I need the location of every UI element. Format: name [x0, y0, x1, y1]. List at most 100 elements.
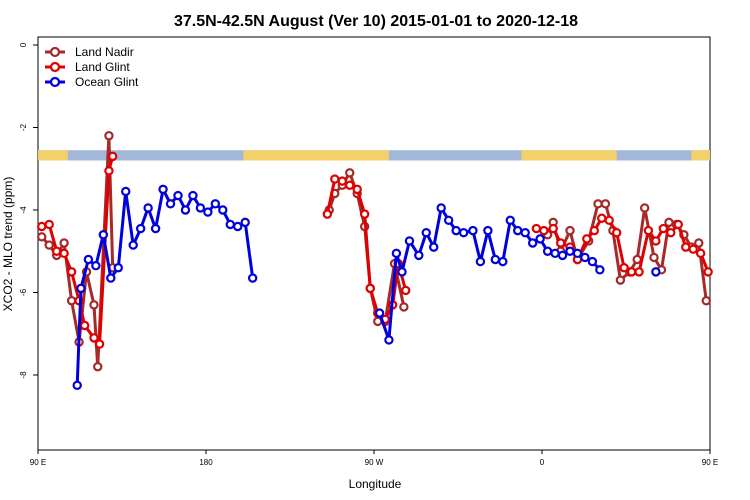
data-point	[240, 217, 250, 228]
legend-item: Land Nadir	[45, 45, 134, 59]
legend-marker	[49, 46, 61, 58]
legend-item: Land Glint	[45, 60, 130, 74]
data-point	[565, 246, 575, 256]
data-point	[666, 227, 676, 238]
data-point	[557, 250, 568, 261]
data-point	[443, 215, 454, 226]
x-axis-label: Longitude	[349, 477, 402, 491]
data-point	[365, 283, 375, 294]
data-point	[98, 230, 109, 240]
data-point	[565, 225, 575, 236]
data-point	[72, 380, 82, 391]
data-point	[649, 252, 659, 263]
data-point	[225, 219, 235, 230]
y-tick-label: -2	[19, 123, 28, 131]
y-tick-label: 0	[19, 42, 28, 47]
data-point	[436, 203, 446, 213]
data-point	[359, 209, 370, 219]
data-point	[79, 320, 90, 331]
data-point	[694, 238, 704, 248]
data-point	[128, 240, 138, 250]
data-point	[664, 217, 674, 228]
land-band-segment	[38, 150, 68, 161]
data-point	[59, 238, 69, 248]
x-tick-label: 90 W	[365, 458, 384, 467]
data-point	[531, 223, 542, 234]
data-point	[582, 234, 592, 244]
data-point	[143, 203, 153, 213]
data-point	[173, 190, 183, 201]
data-point	[681, 242, 691, 252]
data-point	[59, 248, 69, 259]
data-point	[695, 248, 706, 259]
y-axis-label: XCO2 - MLO trend (ppm)	[1, 177, 15, 312]
data-point	[703, 267, 713, 277]
data-point	[632, 254, 642, 265]
data-point	[651, 236, 661, 246]
data-point	[597, 213, 607, 223]
land-band-segment	[243, 150, 389, 161]
x-tick-label: 180	[199, 458, 213, 467]
data-point	[66, 296, 77, 306]
x-tick-label: 0	[540, 458, 545, 467]
data-point	[330, 174, 340, 184]
data-point	[121, 186, 131, 197]
data-point	[611, 227, 622, 238]
data-point	[203, 207, 213, 217]
legend-label: Ocean Glint	[75, 75, 139, 89]
data-point	[322, 209, 333, 219]
data-point	[37, 221, 47, 232]
x-axis: 90 E 180 90 W 0 90 E	[30, 450, 718, 467]
land-band-segment	[521, 150, 617, 161]
data-point	[634, 267, 644, 277]
data-point	[180, 205, 191, 215]
x-tick-label: 90 E	[702, 458, 718, 467]
data-point	[165, 199, 176, 209]
data-point	[600, 199, 611, 209]
data-point	[44, 219, 54, 230]
data-point	[673, 219, 683, 230]
series-ocean-glint	[72, 184, 661, 391]
series-layer	[37, 131, 713, 391]
data-point	[555, 238, 566, 248]
data-point	[429, 242, 439, 252]
data-point	[688, 244, 698, 254]
chart-title: 37.5N-42.5N August (Ver 10) 2015-01-01 t…	[174, 13, 578, 30]
data-point	[218, 205, 228, 215]
data-point	[550, 248, 560, 259]
data-point	[384, 335, 394, 345]
data-point	[188, 190, 198, 201]
legend-label: Land Nadir	[75, 45, 134, 59]
data-point	[498, 256, 508, 267]
data-point	[399, 302, 409, 312]
data-point	[44, 240, 54, 250]
data-point	[89, 333, 99, 343]
data-point	[233, 221, 243, 232]
data-point	[542, 246, 553, 256]
data-point	[391, 248, 402, 259]
data-point	[51, 246, 62, 256]
data-point	[345, 168, 355, 178]
data-point	[505, 215, 515, 226]
data-point	[107, 151, 118, 162]
legend-label: Land Glint	[75, 60, 130, 74]
series-land-nadir	[37, 131, 711, 372]
data-point	[468, 225, 478, 236]
data-point	[626, 267, 637, 277]
data-point	[589, 225, 599, 236]
data-point	[451, 225, 461, 236]
data-point	[352, 184, 362, 195]
data-point	[701, 296, 711, 306]
data-point	[158, 184, 168, 195]
data-point	[490, 254, 501, 265]
land-mask-band	[38, 150, 710, 161]
data-point	[548, 223, 558, 234]
data-point	[595, 265, 605, 275]
data-point	[572, 248, 583, 259]
data-point	[247, 273, 258, 283]
data-point	[104, 131, 114, 141]
data-point	[639, 203, 650, 213]
data-point	[458, 227, 469, 238]
